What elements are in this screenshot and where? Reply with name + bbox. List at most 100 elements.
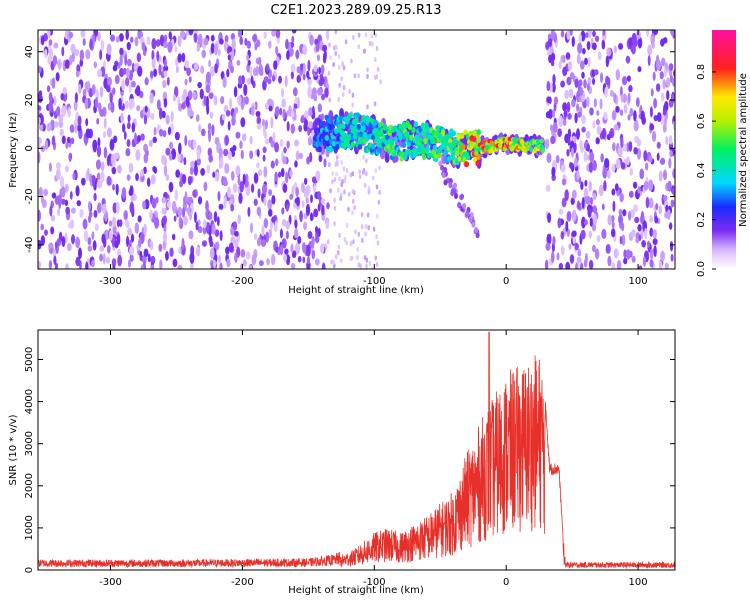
heatmap-cell <box>181 52 186 63</box>
heatmap-cell <box>267 78 272 85</box>
heatmap-cell <box>605 55 610 68</box>
heatmap-cell <box>54 262 59 269</box>
heatmap-cell <box>216 216 220 227</box>
heatmap-cell <box>180 30 186 39</box>
heatmap-cell <box>134 36 139 47</box>
heatmap-cell <box>351 171 355 177</box>
heatmap-cell <box>591 42 597 51</box>
heatmap-cell <box>620 162 626 170</box>
heatmap-cell <box>99 253 103 262</box>
heatmap-cell <box>97 137 101 148</box>
heatmap-cell <box>184 78 188 86</box>
heatmap-cell <box>615 158 621 170</box>
heatmap-cell <box>230 204 235 212</box>
heatmap-cell <box>263 218 269 229</box>
heatmap-cell <box>296 66 300 74</box>
heatmap-cell <box>345 168 349 174</box>
heatmap-cell <box>282 253 288 262</box>
heatmap-cell <box>55 162 62 170</box>
heatmap-cell <box>414 134 420 141</box>
heatmap-cell <box>455 150 460 157</box>
heatmap-x-tick-label: -200 <box>231 276 254 287</box>
heatmap-cell <box>552 74 556 85</box>
heatmap-frame <box>37 29 676 270</box>
heatmap-cell <box>189 165 194 176</box>
heatmap-cell <box>592 192 597 201</box>
heatmap-cell <box>275 45 279 56</box>
heatmap-cell <box>561 197 567 208</box>
heatmap-cell <box>128 101 132 109</box>
heatmap-cell <box>241 133 247 142</box>
heatmap-cell <box>64 232 68 244</box>
heatmap-cell <box>38 93 43 103</box>
heatmap-cell <box>255 65 259 77</box>
heatmap-cell <box>138 237 142 248</box>
heatmap-cell <box>143 223 147 236</box>
heatmap-cell <box>313 184 317 194</box>
heatmap-cell <box>300 116 305 124</box>
heatmap-cell <box>242 173 246 185</box>
heatmap-cell <box>620 222 625 232</box>
heatmap-cell <box>552 122 558 133</box>
heatmap-cell <box>589 107 594 116</box>
heatmap-cell <box>78 83 82 95</box>
heatmap-cell <box>253 233 258 240</box>
heatmap-cell <box>106 245 111 254</box>
heatmap-cell <box>453 192 458 199</box>
heatmap-cell <box>186 196 192 204</box>
heatmap-cell <box>374 168 378 174</box>
heatmap-cell <box>340 182 344 188</box>
heatmap-cell <box>225 109 231 117</box>
heatmap-cell <box>92 174 95 187</box>
heatmap-cell <box>181 103 186 110</box>
heatmap-cell <box>174 131 180 141</box>
heatmap-cell <box>651 130 657 142</box>
heatmap-cell <box>150 264 155 269</box>
heatmap-cell <box>82 218 88 230</box>
heatmap-cell <box>143 50 147 57</box>
heatmap-cell <box>318 154 323 163</box>
heatmap-cell <box>308 107 314 117</box>
heatmap-cell <box>552 109 556 118</box>
heatmap-cell <box>196 157 201 166</box>
heatmap-cell <box>579 60 585 70</box>
heatmap-cell <box>295 150 300 161</box>
heatmap-cell <box>285 38 289 50</box>
heatmap-cell <box>136 52 142 63</box>
heatmap-cell <box>594 35 600 42</box>
heatmap-cell <box>620 93 624 103</box>
heatmap-cell <box>569 254 575 264</box>
heatmap-cell <box>100 161 105 172</box>
heatmap-cell <box>302 256 306 264</box>
heatmap-cell <box>587 30 592 39</box>
heatmap-cell <box>528 146 534 152</box>
heatmap-cell <box>161 207 166 215</box>
heatmap-cell <box>649 258 654 268</box>
heatmap-cell <box>281 99 287 108</box>
heatmap-cell <box>646 30 650 37</box>
heatmap-cell <box>127 114 131 123</box>
heatmap-cell <box>69 54 73 66</box>
heatmap-cell <box>288 48 294 57</box>
heatmap-cell <box>626 249 631 260</box>
heatmap-cell <box>601 228 607 239</box>
heatmap-cell <box>249 264 253 269</box>
heatmap-cell <box>170 110 174 123</box>
heatmap-cell <box>560 230 565 240</box>
heatmap-cell <box>366 212 370 218</box>
heatmap-cell <box>112 64 118 72</box>
heatmap-cell <box>294 139 299 147</box>
heatmap-cell <box>139 169 145 177</box>
heatmap-cell <box>343 189 346 195</box>
heatmap-cell <box>608 130 613 138</box>
heatmap-cell <box>576 170 580 180</box>
heatmap-cell <box>612 142 616 152</box>
heatmap-cell <box>613 45 617 54</box>
heatmap-cell <box>616 260 622 269</box>
heatmap-cell <box>315 170 321 182</box>
heatmap-cell <box>208 92 214 99</box>
heatmap-cell <box>60 198 66 205</box>
heatmap-cell <box>48 260 53 269</box>
heatmap-cell <box>606 77 611 86</box>
